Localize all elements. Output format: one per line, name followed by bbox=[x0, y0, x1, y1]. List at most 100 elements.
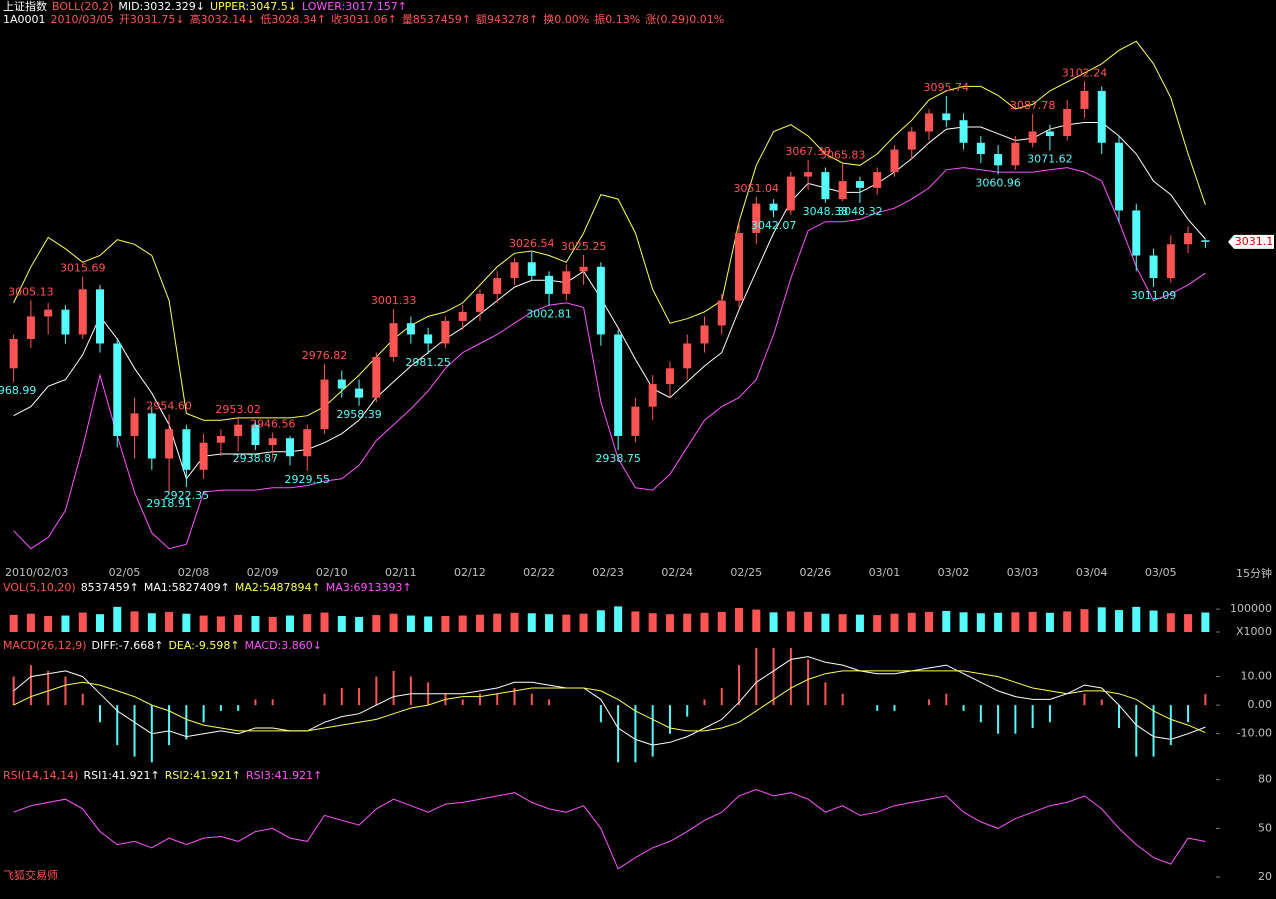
header-text: 1A0001 bbox=[3, 13, 46, 26]
x-tick-label: 03/05 bbox=[1145, 566, 1177, 579]
low-label: 2981.25 bbox=[405, 356, 451, 369]
header-text: RSI1:41.921↑ bbox=[83, 769, 159, 782]
candle-body bbox=[389, 323, 398, 358]
candle-body bbox=[130, 413, 139, 436]
volume-bar bbox=[1028, 611, 1037, 632]
candle-body bbox=[1184, 232, 1193, 245]
volume-bar bbox=[355, 616, 364, 632]
volume-bar bbox=[804, 611, 813, 632]
volume-bar bbox=[424, 616, 433, 632]
volume-bar bbox=[1201, 612, 1210, 632]
candle-body bbox=[614, 334, 623, 436]
volume-bar bbox=[1097, 607, 1106, 632]
header-text: VOL(5,10,20) bbox=[3, 581, 76, 594]
x-tick-label: 02/10 bbox=[316, 566, 348, 579]
header-text: MACD(26,12,9) bbox=[3, 639, 87, 652]
volume-bar bbox=[596, 610, 605, 632]
header-text: 收3031.06↑ bbox=[331, 12, 397, 26]
volume-bar bbox=[994, 612, 1003, 632]
x-tick-label: 02/05 bbox=[109, 566, 141, 579]
volume-bar bbox=[44, 616, 53, 632]
low-label: 3002.81 bbox=[526, 308, 572, 321]
candle-body bbox=[1149, 255, 1158, 279]
price-tag-label: 3031.1 bbox=[1235, 235, 1274, 248]
candle-body bbox=[631, 406, 640, 436]
candle-body bbox=[1080, 90, 1089, 109]
candle-body bbox=[855, 181, 864, 188]
volume-bar bbox=[1011, 612, 1020, 632]
header-text: MA2:5487894↑ bbox=[235, 581, 321, 594]
candle-body bbox=[406, 323, 415, 335]
candle-body bbox=[752, 203, 761, 233]
high-label: 2976.82 bbox=[302, 349, 348, 362]
candle-body bbox=[26, 316, 35, 339]
volume-bar bbox=[614, 606, 623, 632]
header-text: MID:3032.329↓ bbox=[118, 0, 205, 13]
y-unit-label: X100 bbox=[1236, 625, 1265, 638]
candle-body bbox=[994, 154, 1003, 166]
candle-body bbox=[372, 357, 381, 398]
high-label: 2953.02 bbox=[215, 403, 261, 416]
volume-bar bbox=[199, 615, 208, 632]
candle-body bbox=[216, 435, 225, 443]
high-label: 3102.24 bbox=[1062, 66, 1108, 79]
volume-bar bbox=[683, 613, 692, 632]
low-label: 3011.09 bbox=[1131, 289, 1177, 302]
volume-bar bbox=[9, 614, 18, 632]
header-text: 涨(0.29)0.01% bbox=[645, 13, 724, 26]
candle-body bbox=[475, 293, 484, 312]
header-text: DEA:-9.598↑ bbox=[168, 639, 239, 652]
candle-body bbox=[890, 149, 899, 173]
candle-body bbox=[61, 309, 70, 335]
volume-bar bbox=[631, 611, 640, 632]
volume-bar bbox=[527, 613, 536, 632]
volume-bar bbox=[285, 615, 294, 632]
candle-body bbox=[458, 311, 467, 321]
candle-body bbox=[1115, 142, 1124, 211]
x-tick-label: 02/23 bbox=[592, 566, 624, 579]
candle-body bbox=[285, 438, 294, 457]
price-tag bbox=[1228, 234, 1274, 249]
macd-line bbox=[13, 670, 1206, 734]
header-text: 量8537459↑ bbox=[402, 13, 471, 26]
low-label: 2938.87 bbox=[233, 452, 279, 465]
high-label: 3051.04 bbox=[734, 182, 780, 195]
header-text: RSI2:41.921↑ bbox=[165, 769, 241, 782]
high-label: 3087.78 bbox=[1010, 99, 1056, 112]
volume-bar bbox=[337, 616, 346, 632]
volume-bar bbox=[303, 614, 312, 632]
volume-bar bbox=[26, 613, 35, 632]
header-text: MACD:3.860↓ bbox=[245, 639, 322, 652]
x-tick-label: 02/22 bbox=[523, 566, 555, 579]
high-label: 3067.39 bbox=[785, 145, 831, 158]
candle-body bbox=[873, 172, 882, 188]
candle-body bbox=[355, 388, 364, 398]
volume-bar bbox=[648, 613, 657, 632]
volume-bar bbox=[234, 614, 243, 632]
candle-body bbox=[337, 379, 346, 389]
candle-body bbox=[907, 131, 916, 150]
volume-bar bbox=[1115, 610, 1124, 632]
volume-bar bbox=[113, 606, 122, 632]
header-text: DIFF:-7.668↑ bbox=[92, 639, 164, 652]
candle-body bbox=[493, 278, 502, 294]
volume-bar bbox=[441, 616, 450, 632]
candle-body bbox=[562, 271, 571, 294]
candle-body bbox=[942, 113, 951, 121]
candle-body bbox=[234, 424, 243, 436]
candle-body bbox=[1045, 131, 1054, 136]
x-tick-label: 03/02 bbox=[938, 566, 970, 579]
candle-body bbox=[735, 232, 744, 301]
volume-bar bbox=[78, 612, 87, 632]
header-text: BOLL(20,2) bbox=[52, 0, 113, 13]
high-label: 3095.74 bbox=[924, 81, 970, 94]
candle-body bbox=[579, 266, 588, 272]
candle-body bbox=[510, 262, 519, 279]
volume-bar bbox=[61, 615, 70, 632]
x-tick-label: 02/26 bbox=[799, 566, 831, 579]
volume-bar bbox=[752, 609, 761, 632]
candle-body bbox=[320, 379, 329, 430]
high-label: 3065.83 bbox=[820, 148, 866, 161]
header-text: 上证指数 bbox=[3, 0, 47, 13]
